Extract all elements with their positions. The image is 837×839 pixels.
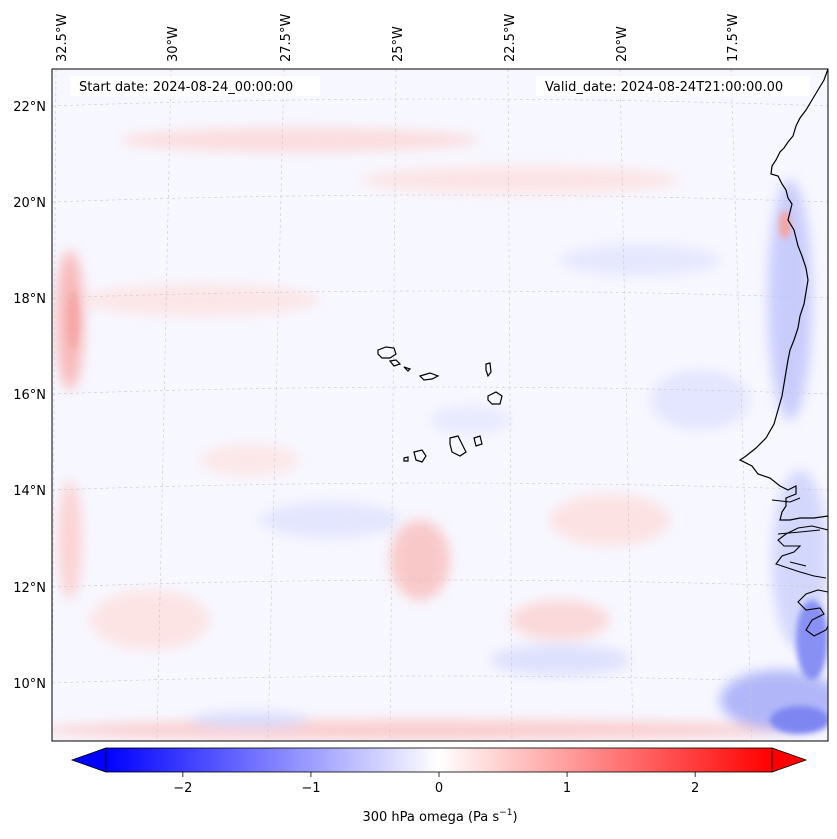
colorbar-extend-high [771, 747, 808, 773]
colorbar-extend-low [70, 747, 107, 773]
start-date-label: Start date: 2024-08-24_00:00:00 [79, 80, 293, 95]
colorbar-gradient [105, 747, 773, 773]
colorbar-tick-label: 0 [435, 781, 443, 796]
colorbar-tick-label: 1 [563, 781, 571, 796]
lon-label: 30°W [166, 26, 181, 62]
lon-label: 32.5°W [55, 14, 70, 62]
cape-verde-islands [377, 346, 503, 463]
graticule [52, 69, 828, 741]
colorbar: −2 −1 0 1 2 300 hPa omega (Pa s−1) [70, 747, 808, 825]
lon-label: 25°W [391, 26, 406, 62]
latitude-labels: 22°N 20°N 18°N 16°N 14°N 12°N 10°N [13, 100, 46, 692]
map-frame [51, 68, 829, 742]
colorbar-ticks: −2 −1 0 1 2 [173, 772, 699, 796]
lon-label: 20°W [615, 26, 630, 62]
colorbar-label: 300 hPa omega (Pa s−1) [362, 808, 517, 825]
coastline-gambia [771, 497, 821, 567]
lon-label: 17.5°W [726, 14, 741, 62]
coastline [738, 69, 828, 521]
lat-label: 16°N [13, 388, 46, 403]
lat-label: 12°N [13, 581, 46, 596]
lon-label: 22.5°W [503, 14, 518, 62]
lat-label: 22°N [13, 100, 46, 115]
lat-label: 10°N [13, 677, 46, 692]
colorbar-tick-label: −1 [301, 781, 320, 796]
lat-label: 14°N [13, 484, 46, 499]
colorbar-tick-label: −2 [173, 781, 192, 796]
lat-label: 20°N [13, 196, 46, 211]
valid-date-label: Valid_date: 2024-08-24T21:00:00.00 [545, 80, 783, 95]
lat-label: 18°N [13, 292, 46, 307]
coastline-south [775, 525, 828, 637]
lon-label: 27.5°W [279, 14, 294, 62]
omega-field [52, 69, 828, 741]
longitude-labels: 32.5°W 30°W 27.5°W 25°W 22.5°W 20°W 17.5… [55, 14, 741, 62]
colorbar-tick-label: 2 [691, 781, 699, 796]
